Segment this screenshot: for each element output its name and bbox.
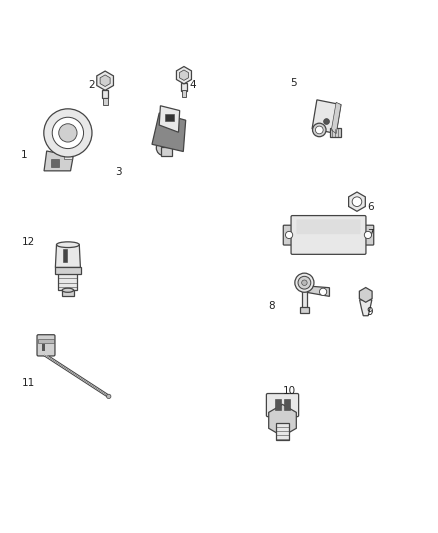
Polygon shape	[97, 71, 113, 90]
Text: 6: 6	[367, 203, 374, 212]
Circle shape	[302, 280, 307, 286]
Circle shape	[44, 109, 92, 157]
Text: 8: 8	[268, 301, 275, 311]
Circle shape	[319, 288, 327, 295]
Bar	[38, 339, 53, 343]
Polygon shape	[331, 102, 341, 134]
Bar	[275, 399, 281, 410]
Text: 5: 5	[290, 77, 297, 87]
Polygon shape	[159, 106, 180, 132]
Bar	[181, 84, 187, 91]
Polygon shape	[152, 113, 186, 151]
Bar	[64, 150, 71, 159]
Polygon shape	[301, 286, 329, 296]
Bar	[64, 249, 67, 262]
Circle shape	[324, 119, 329, 124]
Polygon shape	[177, 67, 191, 84]
Polygon shape	[55, 245, 81, 268]
Bar	[161, 147, 172, 156]
Polygon shape	[268, 405, 297, 437]
Text: 10: 10	[283, 386, 296, 397]
Text: 9: 9	[367, 308, 374, 318]
Ellipse shape	[57, 242, 79, 247]
Circle shape	[315, 126, 323, 134]
Bar	[102, 90, 109, 98]
FancyBboxPatch shape	[291, 215, 366, 254]
FancyBboxPatch shape	[297, 219, 360, 234]
Text: 3: 3	[115, 167, 122, 177]
FancyBboxPatch shape	[37, 335, 55, 356]
Text: 7: 7	[367, 229, 374, 239]
Text: 11: 11	[22, 377, 35, 387]
Polygon shape	[349, 192, 365, 211]
Text: 2: 2	[88, 80, 95, 90]
Polygon shape	[180, 70, 188, 80]
Bar	[102, 98, 107, 105]
Bar	[51, 159, 59, 167]
Bar	[58, 273, 78, 290]
Circle shape	[364, 231, 371, 239]
Bar	[302, 290, 307, 308]
Polygon shape	[44, 151, 73, 171]
Ellipse shape	[62, 288, 74, 292]
Text: 12: 12	[22, 237, 35, 247]
Circle shape	[295, 273, 314, 292]
Circle shape	[352, 197, 362, 206]
Bar	[182, 91, 186, 97]
Circle shape	[106, 394, 111, 399]
FancyBboxPatch shape	[362, 225, 374, 245]
Bar	[42, 344, 45, 351]
Bar	[165, 114, 173, 122]
Circle shape	[286, 231, 293, 239]
Circle shape	[59, 124, 77, 142]
Bar	[62, 290, 74, 296]
Bar	[330, 128, 341, 137]
Bar	[300, 307, 308, 313]
Polygon shape	[100, 75, 110, 86]
Polygon shape	[359, 287, 372, 302]
Bar	[284, 399, 290, 410]
FancyBboxPatch shape	[266, 393, 299, 417]
Circle shape	[298, 276, 311, 289]
FancyBboxPatch shape	[55, 267, 81, 273]
Circle shape	[313, 123, 326, 136]
FancyBboxPatch shape	[283, 225, 295, 245]
Polygon shape	[360, 300, 372, 316]
Polygon shape	[312, 100, 341, 134]
Circle shape	[156, 140, 172, 156]
Text: 1: 1	[21, 150, 28, 160]
Circle shape	[52, 117, 84, 149]
Text: 4: 4	[189, 80, 196, 90]
Bar	[276, 423, 290, 440]
